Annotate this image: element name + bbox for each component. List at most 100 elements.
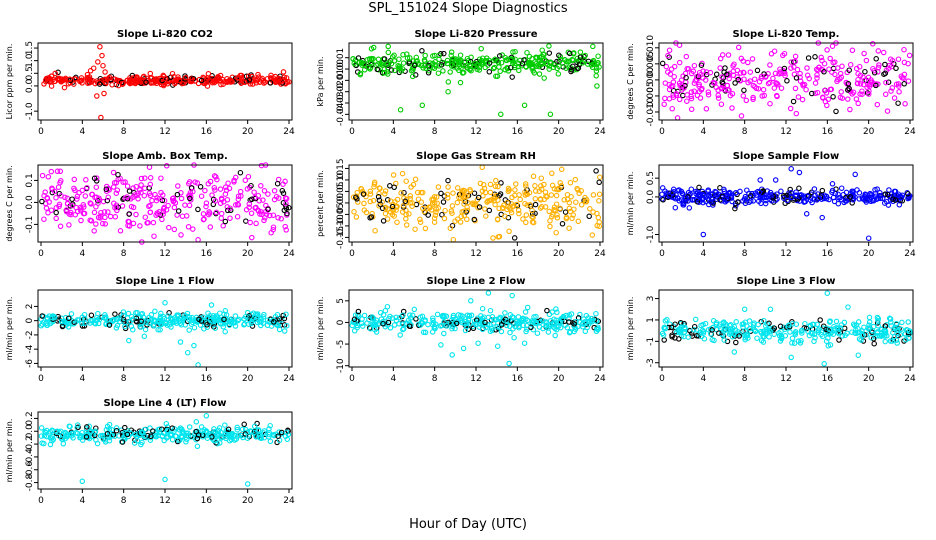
data-point xyxy=(53,209,59,216)
data-point xyxy=(413,201,420,208)
data-point xyxy=(686,205,693,211)
data-point xyxy=(670,194,677,201)
data-point xyxy=(866,322,872,328)
data-point xyxy=(386,315,392,322)
data-point xyxy=(426,205,433,211)
data-point xyxy=(432,321,439,327)
y-tick-label: 0.00 xyxy=(336,59,346,79)
x-tick-label: 4 xyxy=(700,374,706,384)
data-point xyxy=(791,340,798,346)
data-point xyxy=(113,180,120,186)
data-point xyxy=(250,77,256,83)
data-point xyxy=(433,209,439,215)
data-point xyxy=(542,189,549,195)
data-point xyxy=(200,314,207,321)
data-point xyxy=(490,235,496,241)
data-point xyxy=(835,200,842,207)
x-tick-label: 20 xyxy=(242,249,254,259)
data-point xyxy=(821,361,827,367)
data-point xyxy=(856,196,863,202)
data-point xyxy=(165,433,171,440)
data-point xyxy=(842,332,848,339)
data-point xyxy=(692,77,699,84)
data-point xyxy=(697,191,703,197)
data-point xyxy=(530,173,537,180)
data-point xyxy=(819,214,825,221)
data-point xyxy=(460,69,467,76)
data-point xyxy=(685,66,692,72)
x-tick-label: 24 xyxy=(904,249,916,259)
data-point xyxy=(576,190,582,197)
data-point xyxy=(901,59,908,66)
data-point xyxy=(79,478,86,485)
data-point xyxy=(368,214,375,220)
data-point xyxy=(191,324,198,331)
data-point xyxy=(808,189,815,196)
y-tick-label: 0.00 xyxy=(336,193,346,213)
data-point xyxy=(245,433,252,439)
data-point xyxy=(669,189,675,196)
data-point xyxy=(212,187,218,193)
data-point xyxy=(885,191,891,198)
data-point xyxy=(554,309,560,316)
data-point xyxy=(678,324,685,330)
x-tick-label: 12 xyxy=(470,249,481,259)
data-point xyxy=(670,94,677,100)
data-point xyxy=(593,68,600,74)
data-point xyxy=(796,169,803,176)
data-point xyxy=(161,197,168,204)
data-point xyxy=(717,55,724,62)
data-point xyxy=(738,113,745,119)
x-tick-label: 4 xyxy=(390,249,396,259)
data-point xyxy=(156,426,163,432)
data-point xyxy=(812,90,819,97)
x-tick-label: 12 xyxy=(159,127,170,137)
data-points xyxy=(350,43,602,118)
data-point xyxy=(538,61,544,67)
data-point xyxy=(819,333,826,340)
data-point xyxy=(194,443,201,450)
data-point xyxy=(573,199,579,205)
data-point xyxy=(691,62,698,69)
data-point xyxy=(585,58,592,65)
data-point xyxy=(186,327,192,333)
x-tick-label: 16 xyxy=(512,374,524,384)
data-point xyxy=(143,319,149,325)
data-point xyxy=(393,314,399,321)
x-tick-label: 20 xyxy=(242,374,254,384)
data-point xyxy=(498,111,504,118)
data-point xyxy=(700,328,707,335)
data-point xyxy=(579,60,586,66)
y-tick-label: -0.01 xyxy=(336,69,346,92)
data-point xyxy=(87,200,93,206)
data-point xyxy=(865,235,872,241)
data-point xyxy=(44,433,50,440)
data-point xyxy=(79,320,85,326)
data-point xyxy=(68,311,75,317)
data-point xyxy=(280,69,287,75)
x-tick-label: 0 xyxy=(659,127,665,137)
data-point xyxy=(358,320,365,327)
data-point xyxy=(195,237,201,243)
data-point xyxy=(283,227,289,233)
data-point xyxy=(543,322,549,328)
data-point xyxy=(195,206,201,213)
data-point xyxy=(477,180,484,187)
data-point xyxy=(869,79,875,85)
data-point xyxy=(722,321,729,327)
data-point xyxy=(505,317,512,323)
data-point xyxy=(284,436,291,443)
data-point xyxy=(381,69,388,76)
data-point xyxy=(203,200,210,206)
data-point xyxy=(157,327,163,333)
data-point xyxy=(893,65,899,72)
y-tick-label: -10 xyxy=(336,358,346,373)
data-point xyxy=(149,197,155,204)
data-point xyxy=(88,312,95,319)
data-point xyxy=(696,81,702,88)
data-point xyxy=(691,80,698,86)
data-point xyxy=(877,195,884,202)
data-point xyxy=(540,325,546,332)
data-point xyxy=(509,74,515,80)
x-tick-label: 16 xyxy=(201,496,213,506)
